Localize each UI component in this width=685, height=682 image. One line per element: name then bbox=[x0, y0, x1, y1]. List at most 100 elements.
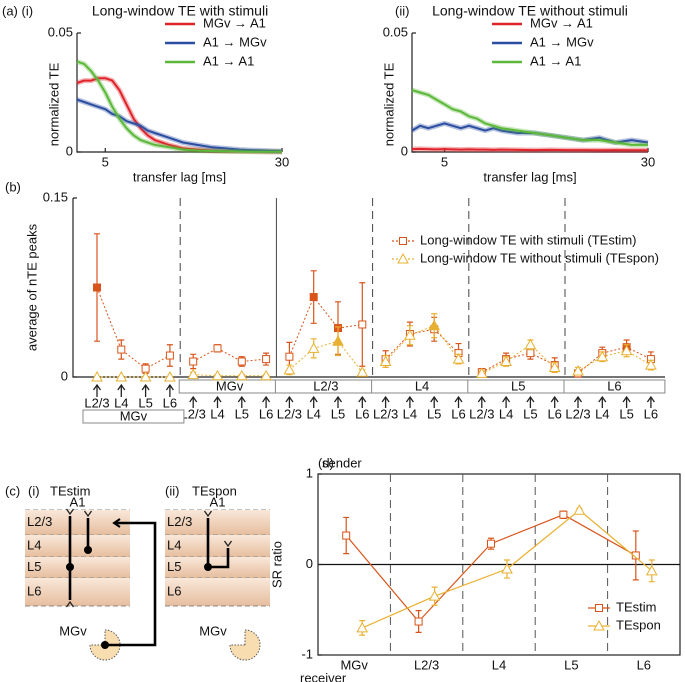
data-point bbox=[572, 365, 584, 376]
x-tick-label: L5 bbox=[138, 395, 152, 410]
data-line bbox=[385, 325, 459, 362]
axes bbox=[411, 33, 648, 153]
data-point bbox=[428, 590, 441, 601]
x-tick-label: 30 bbox=[275, 154, 289, 169]
legend-marker bbox=[595, 604, 603, 612]
chart-title: Long-window TE without stimuli bbox=[432, 3, 628, 19]
x-tick-label: L4 bbox=[403, 406, 417, 421]
group-box bbox=[82, 409, 185, 424]
y-tick-label: 0.05 bbox=[383, 24, 408, 39]
data-line bbox=[288, 296, 363, 357]
data-point bbox=[342, 531, 351, 540]
data-point bbox=[487, 539, 495, 548]
connection bbox=[105, 521, 157, 647]
x-tick-label: L2/3 bbox=[469, 406, 494, 421]
arrow-head bbox=[223, 540, 233, 548]
x-tick-label: L6 bbox=[547, 406, 561, 421]
y-axis-label: average of nTE peaks bbox=[24, 223, 39, 351]
data-point bbox=[645, 564, 658, 576]
data-point bbox=[526, 349, 535, 358]
data-point bbox=[213, 344, 222, 353]
data-line bbox=[289, 340, 363, 373]
data-point bbox=[93, 283, 101, 292]
sender-label: sender bbox=[322, 455, 362, 470]
legend-label: MGv → A1 bbox=[530, 15, 593, 30]
panel-label: (d) bbox=[318, 455, 334, 470]
data-point bbox=[475, 367, 488, 378]
legend-label: MGv → A1 bbox=[203, 15, 266, 30]
node bbox=[84, 546, 92, 554]
data-line bbox=[345, 514, 637, 623]
data-point bbox=[404, 329, 416, 340]
data-point bbox=[91, 370, 103, 382]
data-point bbox=[115, 370, 128, 382]
legend-label: A1 → MGv bbox=[203, 34, 267, 49]
y-tick-label: 0.05 bbox=[48, 24, 73, 39]
x-tick-label: L6 bbox=[355, 406, 369, 421]
data-line bbox=[481, 352, 555, 373]
layer bbox=[165, 578, 270, 606]
data-point bbox=[631, 551, 640, 560]
data-point bbox=[262, 355, 271, 364]
legend-label: Long-window TE without stimuli (TEspon) bbox=[420, 250, 659, 265]
x-tick-label: L5 bbox=[331, 406, 345, 421]
arrow-head bbox=[83, 510, 93, 518]
x-tick-label: L6 bbox=[637, 657, 651, 672]
band bbox=[411, 87, 648, 148]
arrow-head bbox=[430, 395, 439, 403]
group-label: MGv bbox=[120, 408, 148, 423]
group-label: L2/3 bbox=[313, 378, 338, 393]
x-tick-label: L2/3 bbox=[181, 406, 206, 421]
data-point bbox=[500, 355, 512, 366]
x-tick-label: L6 bbox=[644, 406, 658, 421]
y-tick-label: 1 bbox=[306, 465, 313, 480]
data-line bbox=[411, 147, 648, 152]
node bbox=[101, 641, 109, 649]
x-tick-label: L4 bbox=[114, 395, 128, 410]
arrow-head bbox=[92, 383, 102, 391]
layer-label: L6 bbox=[27, 583, 41, 598]
data-line bbox=[385, 328, 459, 360]
data-point bbox=[596, 350, 609, 362]
arrow-head bbox=[526, 395, 535, 403]
arrow-head bbox=[405, 395, 414, 403]
data-line bbox=[577, 350, 652, 372]
y-tick-label: -1 bbox=[301, 646, 313, 661]
y-axis-label: normalized TE bbox=[381, 62, 396, 146]
arrow-head bbox=[165, 383, 174, 391]
arrow-head bbox=[550, 395, 559, 403]
data-point bbox=[139, 370, 152, 382]
legend-label: A1 → A1 bbox=[203, 53, 254, 68]
data-point bbox=[187, 368, 200, 380]
data-point bbox=[189, 357, 198, 366]
data-point bbox=[548, 361, 561, 372]
data-point bbox=[237, 357, 246, 366]
arrow-head bbox=[262, 395, 271, 403]
x-axis-label: transfer lag [ms] bbox=[483, 169, 576, 184]
layer bbox=[25, 578, 130, 606]
panel-title: TEstim bbox=[50, 483, 90, 498]
data-point bbox=[235, 369, 248, 381]
data-point bbox=[309, 293, 318, 302]
band bbox=[76, 59, 282, 155]
arrow-head bbox=[333, 395, 343, 403]
data-line bbox=[192, 347, 267, 363]
x-tick-label: L4 bbox=[210, 406, 224, 421]
x-tick-label: 5 bbox=[102, 154, 109, 169]
thalamus-label: MGv bbox=[59, 623, 87, 638]
area-label: A1 bbox=[210, 494, 226, 509]
data-point bbox=[559, 510, 568, 519]
y-tick-label: 0 bbox=[401, 143, 408, 158]
panel-label: (a) (i) bbox=[2, 3, 33, 18]
arrow-head bbox=[381, 395, 390, 403]
data-point bbox=[356, 621, 369, 633]
chart-title: Long-window TE with stimuli bbox=[92, 3, 268, 19]
data-line bbox=[481, 344, 556, 374]
x-tick-label: L5 bbox=[427, 406, 441, 421]
legend-label: A1 → MGv bbox=[530, 34, 594, 49]
y-tick-label: 0.15 bbox=[43, 189, 68, 204]
panel-sublabel: (i) bbox=[28, 483, 40, 498]
x-tick-label: L5 bbox=[619, 406, 633, 421]
layer-label: L5 bbox=[167, 559, 181, 574]
